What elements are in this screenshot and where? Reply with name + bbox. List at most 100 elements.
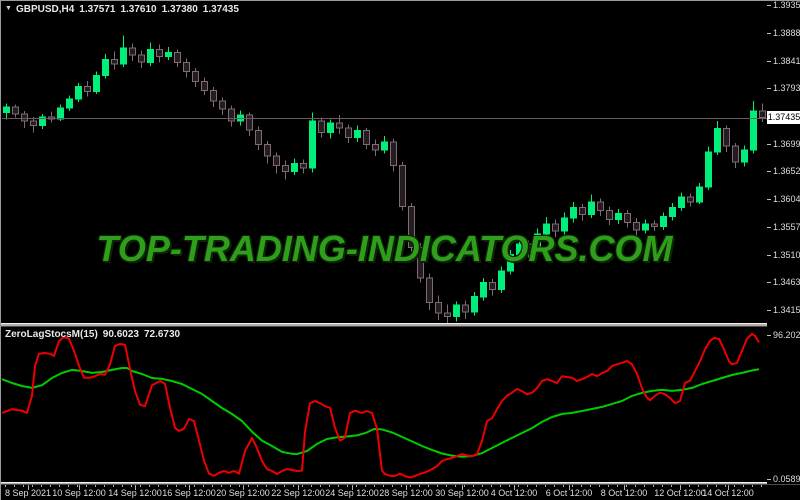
price-axis-label: 1.36520 [773,166,800,177]
price-axis-label: 1.36045 [773,194,800,205]
time-axis-minor-tick [617,485,618,487]
low-value: 1.37380 [161,4,198,15]
time-axis-major-tick [28,485,29,490]
price-axis-tick [767,5,771,6]
time-axis-minor-tick [662,485,663,487]
time-axis-minor-tick [302,485,303,487]
time-axis-label: 24 Sep 12:00 [325,488,379,498]
price-axis-tick [767,61,771,62]
panel-splitter[interactable] [1,323,767,327]
time-axis-major-tick [680,485,681,490]
price-axis-label: 1.34630 [773,277,800,288]
time-axis-minor-tick [401,485,402,487]
time-axis-minor-tick [626,485,627,487]
indicator-panel[interactable]: ZeroLagStocsM(15) 90.6023 72.6730 [2,327,768,482]
price-axis-label: 1.39355 [773,0,800,11]
time-axis-minor-tick [230,485,231,487]
indicator-chart [2,333,760,479]
indicator-axis[interactable]: 96.2025 0.0589 [767,327,800,484]
time-axis-minor-tick [32,485,33,487]
indicator-signal-value: 72.6730 [143,329,181,340]
time-axis-minor-tick [248,485,249,487]
time-axis-minor-tick [68,485,69,487]
time-axis-minor-tick [743,485,744,487]
price-axis-label: 1.37935 [773,83,800,94]
watermark-text: TOP-TRADING-INDICATORS.COM [96,228,673,269]
time-axis-minor-tick [284,485,285,487]
time-axis-minor-tick [86,485,87,487]
time-axis-minor-tick [437,485,438,487]
price-axis-tick [767,282,771,283]
time-axis-minor-tick [536,485,537,487]
price-axis-tick [767,199,771,200]
time-axis-label: 20 Sep 12:00 [216,488,270,498]
current-price-tag: 1.37435 [767,111,800,124]
indicator-name-label: ZeroLagStocsM(15) [5,329,98,340]
time-axis-label: 8 Oct 12:00 [600,488,648,498]
price-axis-label: 1.38880 [773,27,800,38]
price-axis-label: 1.35100 [773,249,800,260]
time-axis-label: 12 Oct 12:00 [654,488,706,498]
time-axis-major-tick [728,485,729,490]
time-axis-minor-tick [23,485,24,487]
time-axis-minor-tick [752,485,753,487]
time-axis-minor-tick [104,485,105,487]
indicator-axis-label: 96.2025 [773,330,800,340]
time-axis-major-tick [352,485,353,490]
indicator-axis-label: 0.0589 [773,474,800,484]
price-axis-tick [767,255,771,256]
symbol-dropdown-icon[interactable]: ▼ [5,5,12,12]
time-axis-minor-tick [41,485,42,487]
time-axis-minor-tick [221,485,222,487]
current-price-line [2,118,767,119]
time-axis-minor-tick [473,485,474,487]
time-axis-minor-tick [113,485,114,487]
price-axis[interactable]: 1.37435 1.39355 1.38880 1.38410 1.37935 1.36… [767,1,800,326]
time-axis-major-tick [135,485,136,490]
time-axis-major-tick [514,485,515,490]
time-axis-separator [1,482,800,485]
time-axis-minor-tick [554,485,555,487]
time-axis-minor-tick [194,485,195,487]
time-axis-minor-tick [410,485,411,487]
time-axis-minor-tick [572,485,573,487]
price-axis-tick [767,88,771,89]
time-axis-label: 10 Sep 12:00 [52,488,106,498]
time-axis-minor-tick [707,485,708,487]
time-axis-minor-tick [122,485,123,487]
time-axis-label: 16 Sep 12:00 [162,488,216,498]
time-axis-minor-tick [761,485,762,487]
indicator-axis-tick [767,335,771,336]
time-axis-minor-tick [59,485,60,487]
time-axis-minor-tick [518,485,519,487]
main-chart-panel[interactable]: TOP-TRADING-INDICATORS.COM ▼ GBPUSD,H4 1.3… [2,2,768,323]
time-axis-minor-tick [527,485,528,487]
time-axis-minor-tick [95,485,96,487]
time-axis-minor-tick [77,485,78,487]
time-axis-minor-tick [140,485,141,487]
time-axis-minor-tick [50,485,51,487]
time-axis-minor-tick [356,485,357,487]
time-axis-minor-tick [374,485,375,487]
time-axis-minor-tick [635,485,636,487]
price-axis-tick [767,171,771,172]
time-axis-minor-tick [671,485,672,487]
time-axis-minor-tick [509,485,510,487]
price-axis-tick [767,310,771,311]
time-axis-minor-tick [689,485,690,487]
indicator-header: ZeroLagStocsM(15) 90.6023 72.6730 [5,329,180,340]
price-axis-label: 1.36990 [773,138,800,149]
time-axis-minor-tick [464,485,465,487]
time-axis[interactable]: 8 Sep 2021 10 Sep 12:00 14 Sep 12:00 16 Sep… [1,485,800,500]
time-axis-minor-tick [320,485,321,487]
time-axis-minor-tick [725,485,726,487]
time-axis-major-tick [189,485,190,490]
time-axis-minor-tick [347,485,348,487]
time-axis-label: 22 Sep 12:00 [271,488,325,498]
price-axis-tick [767,33,771,34]
time-axis-major-tick [462,485,463,490]
price-axis-tick [767,227,771,228]
time-axis-minor-tick [329,485,330,487]
time-axis-minor-tick [500,485,501,487]
